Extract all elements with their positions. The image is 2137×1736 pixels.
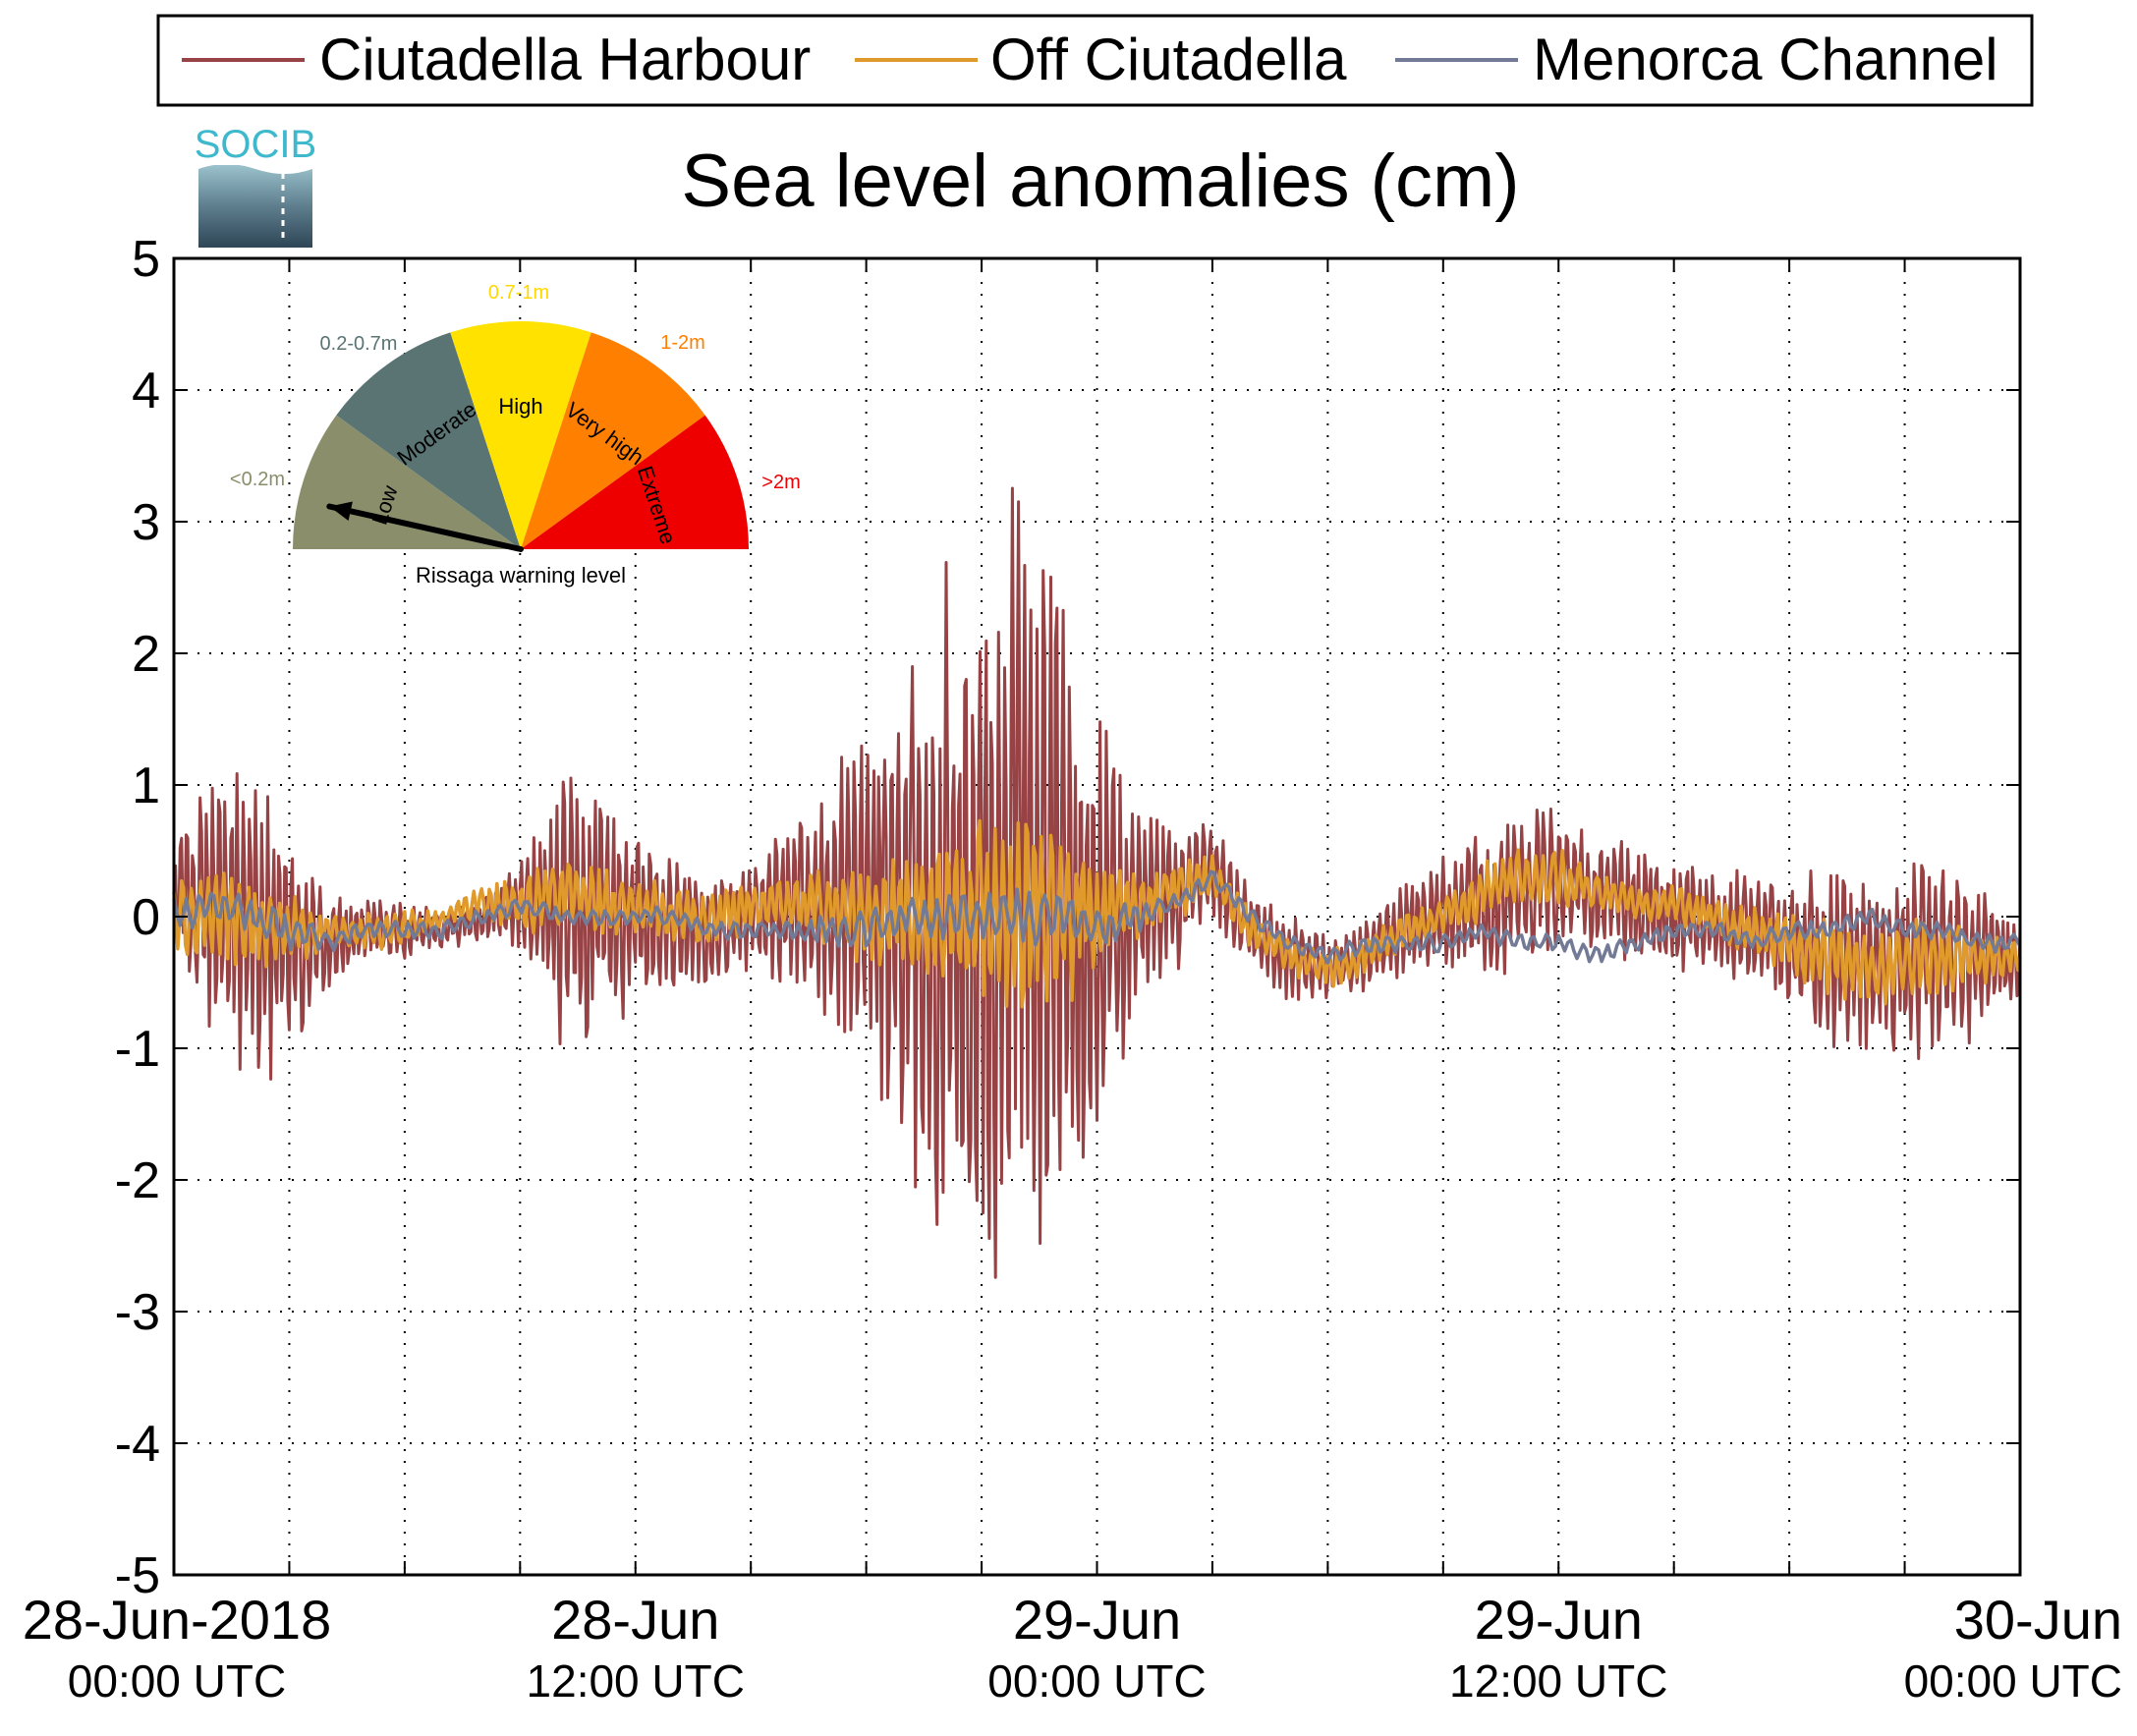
legend-label-ciutadella-harbour: Ciutadella Harbour (319, 27, 811, 92)
x-tick-label-time: 12:00 UTC (1449, 1655, 1667, 1707)
y-tick-label: 5 (132, 231, 160, 288)
chart-title: Sea level anomalies (cm) (681, 140, 1519, 223)
legend-frame (156, 14, 2034, 107)
legend: Ciutadella Harbour Off Ciutadella Menorc… (156, 14, 2034, 107)
x-tick-label-time: 12:00 UTC (527, 1655, 745, 1707)
series-line-menorca-channel (172, 869, 2022, 965)
x-tick-label-time: 00:00 UTC (1904, 1655, 2122, 1707)
y-tick-label: -3 (115, 1284, 160, 1341)
gauge-caption: Rissaga warning level (416, 563, 626, 588)
series-line-off-ciutadella (172, 818, 2022, 1009)
gauge-needle (326, 503, 524, 552)
gauge-range-label: 1-2m (660, 332, 705, 354)
y-tick-label: 2 (132, 626, 160, 683)
series-line-ciutadella-harbour (172, 486, 2022, 1279)
y-tick-label: -5 (115, 1547, 160, 1604)
socib-logo-text: SOCIB (195, 123, 316, 166)
x-tick-label-date: 28-Jun-2018 (23, 1589, 331, 1651)
grid (174, 258, 2020, 1575)
x-tick-label-time: 00:00 UTC (68, 1655, 286, 1707)
legend-label-menorca-channel: Menorca Channel (1533, 27, 1998, 92)
x-tick-label-time: 00:00 UTC (987, 1655, 1206, 1707)
y-tick-label: 4 (132, 363, 160, 420)
y-tick-label: 1 (132, 757, 160, 814)
x-tick-label-date: 29-Jun (1013, 1589, 1181, 1651)
gauge-segment-label: High (498, 394, 542, 419)
y-tick-label: -4 (115, 1416, 160, 1473)
x-tick-label-date: 29-Jun (1475, 1589, 1643, 1651)
y-tick-label: 3 (132, 494, 160, 551)
gauge-segment-high (450, 321, 591, 549)
gauge-segment-low (293, 415, 521, 549)
x-tick-label-date: 28-Jun (551, 1589, 719, 1651)
x-tick-label-date: 30-Jun (1954, 1589, 2122, 1651)
rissaga-warning-gauge: Rissaga warning level Low<0.2mModerate0.… (230, 282, 801, 588)
y-tick-label: -2 (115, 1152, 160, 1209)
gauge-segment-extreme (521, 415, 749, 549)
socib-logo: SOCIB (195, 123, 316, 248)
y-axis-tick-labels: -5 -4 -3 -2 -1 0 1 2 3 4 5 (115, 231, 160, 1604)
series-layer (172, 486, 2022, 1279)
gauge-segment-very-high (521, 332, 705, 549)
gauge-range-label: >2m (761, 472, 800, 493)
axis-ticks (174, 257, 2020, 1576)
gauge-segment-moderate (336, 332, 521, 549)
gauge-range-label: <0.2m (230, 469, 285, 490)
y-tick-label: -1 (115, 1021, 160, 1078)
gauge-needle-arrowhead (329, 501, 353, 521)
gauge-range-label: 0.7-1m (488, 282, 549, 304)
legend-label-off-ciutadella: Off Ciutadella (990, 27, 1347, 92)
y-tick-label: 0 (132, 889, 160, 946)
gauge-range-label: 0.2-0.7m (320, 333, 398, 355)
